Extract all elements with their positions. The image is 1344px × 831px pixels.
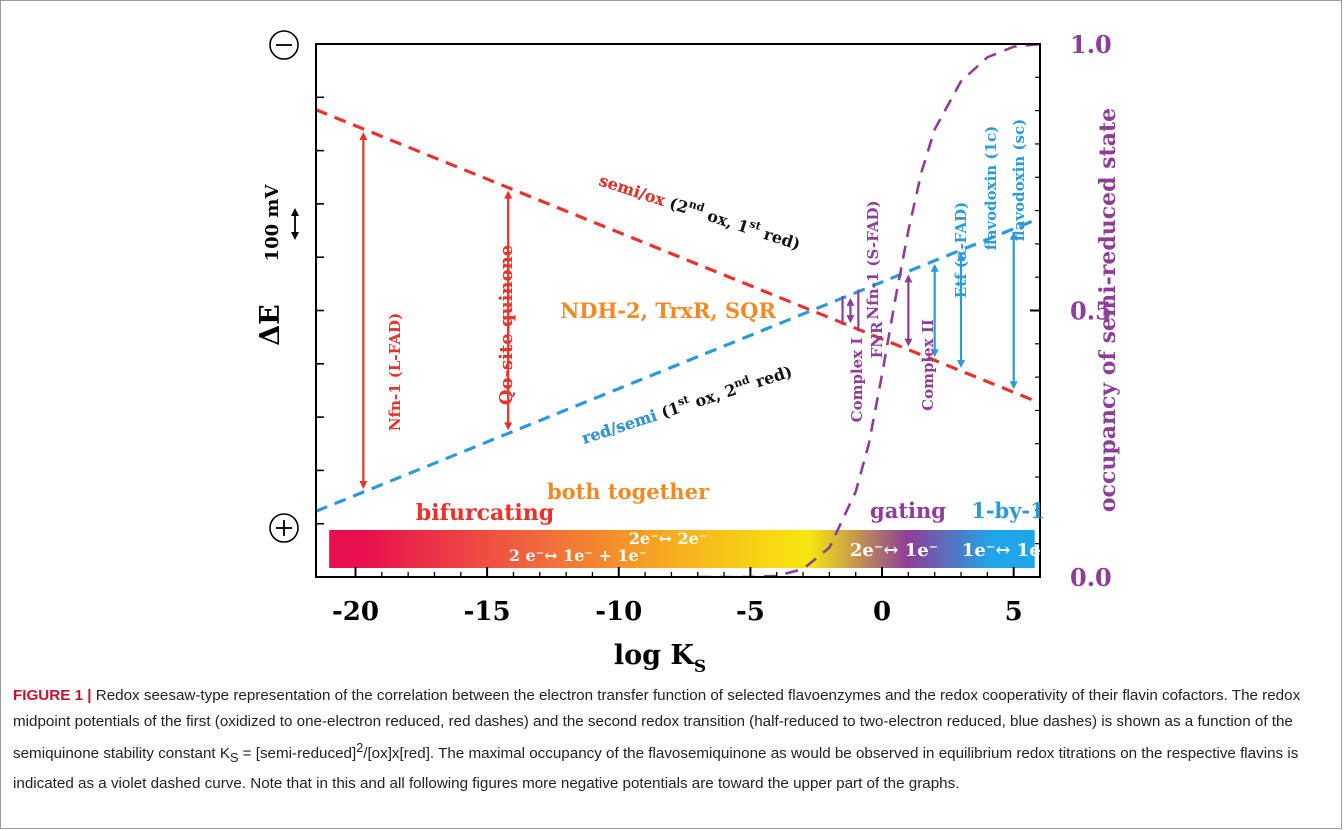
caption-text-2: = [semi-reduced] (238, 745, 357, 763)
label-2e-1e-1e: 2 e⁻↔ 1e⁻ + 1e⁻ (509, 546, 647, 565)
label-complex-ii: Complex II (919, 319, 937, 411)
cooperativity-band (329, 530, 1035, 568)
arrow-etf-fad (930, 263, 939, 358)
label-fnr: FNR (868, 321, 886, 358)
caption-text: Redox seesaw-type representation of the … (13, 687, 1301, 763)
arrow-complex-ii (904, 274, 913, 347)
arrow-nfn-1-l-fad (359, 131, 368, 490)
label-bifurcating: bifurcating (416, 500, 554, 526)
y-axis-title: ΔE (255, 304, 286, 346)
arrow-qo-site-quinone (504, 190, 513, 431)
label-1e-1e: 1e⁻↔ 1e⁻ (962, 540, 1050, 561)
x-tick-label: -20 (332, 597, 379, 627)
y2-tick-label: 1.0 (1070, 30, 1112, 59)
label-flavodoxin-1c: flavodoxin (1c) (982, 126, 1000, 250)
label-2e-1e: 2e⁻↔ 1e⁻ (850, 540, 938, 561)
series-semi-ox-line (315, 108, 1040, 405)
arrow-nfn-1-s-fad (846, 297, 855, 324)
y-scale-arrow (291, 208, 299, 240)
y2-tick-label: 0.0 (1070, 563, 1112, 592)
y-scale-label: 100 mV (262, 184, 283, 262)
x-tick-label: 0 (873, 597, 891, 627)
x-tick-label: -10 (595, 597, 642, 627)
caption-label: FIGURE 1 | (13, 687, 92, 704)
x-axis-title: log KS (614, 640, 706, 677)
y2-axis-title: occupancy of semi-reduced state (1095, 108, 1121, 512)
x-tick-label: 5 (1005, 597, 1023, 627)
label-both-together: both together (547, 479, 710, 504)
figure-caption: FIGURE 1 | Redox seesaw-type representat… (13, 683, 1331, 797)
x-tick-label: -5 (736, 597, 765, 627)
label-flavodoxin-sc: flavodoxin (sc) (1010, 119, 1028, 241)
label-gating: gating (870, 498, 946, 523)
label-etf: Etf (α-FAD) (952, 202, 970, 298)
label-nfn1-lfad: Nfn-1 (L-FAD) (386, 313, 404, 431)
caption-text-3: /[ox]x[red]. The maximal occupancy of th… (13, 745, 1299, 793)
red-semi-prefix: red/semi (579, 406, 659, 448)
label-1-by-1: 1-by-1 (971, 498, 1045, 523)
caption-sub: S (229, 751, 239, 766)
label-complex-i: Complex I (848, 338, 866, 423)
chart: -20 -15 -10 -5 0 5 0.0 0.5 1.0 log KS ΔE 100 mV occu… (255, 30, 1121, 677)
label-2e-2e: 2e⁻↔ 2e⁻ (629, 529, 708, 548)
caption-sup: 2 (356, 741, 364, 755)
arrow-flavodoxin-sc (1009, 231, 1018, 390)
positive-symbol (269, 513, 299, 543)
series-red-semi-line (315, 216, 1040, 513)
semi-ox-prefix: semi/ox (597, 171, 668, 210)
arrow-flavodoxin-1c (957, 253, 966, 368)
y2-tick-label: 0.5 (1070, 297, 1112, 326)
x-tick-label: -15 (464, 597, 511, 627)
label-qo-site-quinone: Qo-site quinone (496, 245, 517, 405)
label-nfn1-sfad: Nfn-1 (S-FAD) (864, 200, 882, 319)
label-ndh2-trxr-sqr: NDH-2, TrxR, SQR (560, 298, 776, 323)
negative-symbol (269, 30, 299, 60)
